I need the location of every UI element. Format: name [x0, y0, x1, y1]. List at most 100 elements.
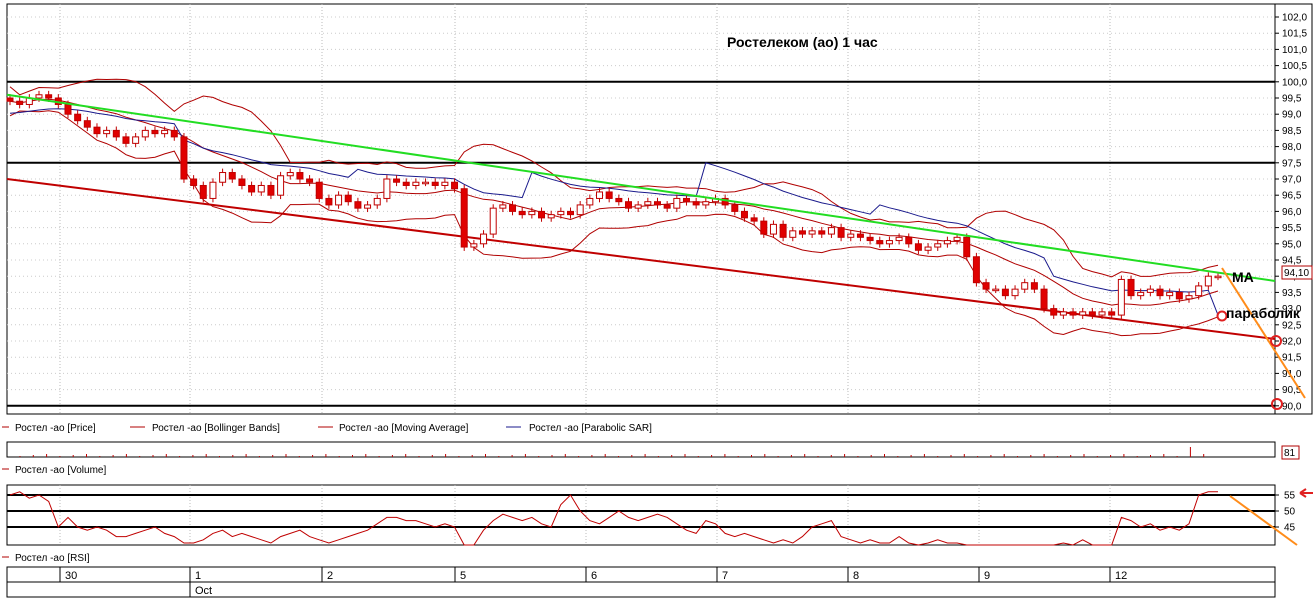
candle-body — [132, 136, 140, 144]
last-volume-box — [1281, 445, 1300, 460]
legend-volume: Ростел -ао [Volume] — [15, 465, 106, 476]
last-volume-label: 81 — [1284, 448, 1296, 459]
candle-body — [190, 178, 198, 186]
candle-body — [122, 136, 130, 144]
candle-body — [605, 191, 613, 199]
candle-body — [596, 191, 604, 199]
last-price-box — [1281, 265, 1313, 280]
candle-body — [885, 240, 893, 245]
candle-body — [1001, 288, 1009, 297]
candle-body — [470, 243, 478, 248]
candle-body — [721, 197, 729, 206]
candle-body — [1059, 311, 1067, 316]
legend-rsi: Ростел -ао [RSI] — [15, 553, 90, 564]
legend-moving-average: Ростел -ао [Moving Average] — [339, 423, 469, 434]
annotation-ma: MA — [1232, 269, 1254, 285]
candle-body — [740, 210, 748, 219]
candle-body — [615, 197, 623, 203]
candle-body — [219, 172, 227, 183]
candle-body — [1146, 288, 1154, 293]
candle-body — [837, 227, 845, 238]
candle-body — [64, 103, 72, 115]
rsi-arrow-marker — [1299, 488, 1313, 498]
target-marker-90 — [1271, 398, 1283, 410]
price-tick-label: 97,5 — [1282, 158, 1302, 169]
candle-body — [876, 240, 884, 245]
candle-body — [344, 194, 352, 203]
candle-body — [818, 230, 826, 235]
rsi-line — [9, 491, 1218, 546]
rsi-tick-label: 55 — [1284, 491, 1296, 502]
candle-body — [315, 181, 323, 199]
candle-body — [895, 236, 903, 242]
price-tick-label: 101,5 — [1282, 29, 1307, 40]
legend-bollinger: Ростел -ао [Bollinger Bands] — [152, 423, 280, 434]
candle-body — [547, 214, 555, 219]
candle-body — [1011, 288, 1019, 297]
price-tick-label: 90,0 — [1282, 401, 1302, 412]
candle-body — [644, 201, 652, 206]
price-tick-label: 101,0 — [1282, 45, 1307, 56]
candle-body — [480, 233, 488, 245]
rsi-tick-label: 50 — [1284, 507, 1296, 518]
candle-body — [35, 94, 43, 99]
candle-body — [1166, 291, 1174, 297]
candle-body — [74, 113, 82, 122]
candle-body — [702, 201, 710, 206]
candle-body — [412, 181, 420, 186]
candle-body — [199, 184, 207, 199]
candle-body — [963, 236, 971, 258]
price-tick-label: 99,5 — [1282, 94, 1302, 105]
candle-body — [789, 230, 797, 238]
candle-body — [16, 100, 24, 105]
price-axis-frame — [1274, 3, 1313, 415]
candle-body — [286, 172, 294, 177]
candle-body — [83, 120, 91, 128]
candle-body — [856, 233, 864, 238]
price-panel-frame — [6, 3, 1276, 415]
projection-arrow-rsi — [1229, 495, 1298, 546]
candle-body — [1214, 275, 1222, 279]
price-tick-label: 100,5 — [1282, 61, 1307, 72]
target-marker-91 — [1270, 335, 1282, 347]
price-tick-label: 99,0 — [1282, 110, 1302, 121]
candle-body — [731, 204, 739, 212]
annotation-parabolic: параболик — [1226, 305, 1301, 321]
candle-body — [112, 129, 120, 138]
rsi-tick-label: 45 — [1284, 523, 1296, 534]
candle-body — [682, 197, 690, 203]
candle-body — [634, 204, 642, 209]
candle-body — [509, 204, 517, 212]
candle-body — [798, 230, 806, 235]
candle-body — [1088, 311, 1096, 316]
chart-title: Ростелеком (ао) 1 час — [727, 34, 878, 50]
bollinger-lower — [9, 110, 1219, 337]
candle-body — [277, 175, 285, 196]
candle-body — [499, 204, 507, 209]
price-tick-label: 90,5 — [1282, 385, 1302, 396]
x-day-label: 9 — [984, 570, 990, 582]
parabolic-sar-line — [9, 108, 1219, 316]
last-price-label: 94,10 — [1284, 268, 1309, 279]
candle-body — [538, 210, 546, 219]
legend-parabolic-sar: Ростел -ао [Parabolic SAR] — [529, 423, 652, 434]
candle-body — [1050, 308, 1058, 316]
candle-body — [180, 136, 188, 180]
candle-body — [769, 223, 777, 235]
x-month-label: Oct — [195, 585, 212, 597]
candle-body — [992, 288, 1000, 292]
price-tick-label: 95,0 — [1282, 239, 1302, 250]
candle-body — [431, 181, 439, 186]
candle-body — [760, 220, 768, 235]
candle-body — [779, 223, 787, 238]
candle-body — [518, 210, 526, 216]
candle-body — [422, 181, 430, 185]
candle-body — [1030, 282, 1038, 290]
candle-body — [1079, 311, 1087, 316]
price-tick-label: 98,5 — [1282, 126, 1302, 137]
candle-body — [238, 178, 246, 186]
volume-legend: Ростел -ао [Volume] — [2, 465, 106, 476]
candle-body — [953, 236, 961, 242]
parabolic-marker — [1216, 310, 1228, 322]
candle-body — [1137, 291, 1145, 297]
